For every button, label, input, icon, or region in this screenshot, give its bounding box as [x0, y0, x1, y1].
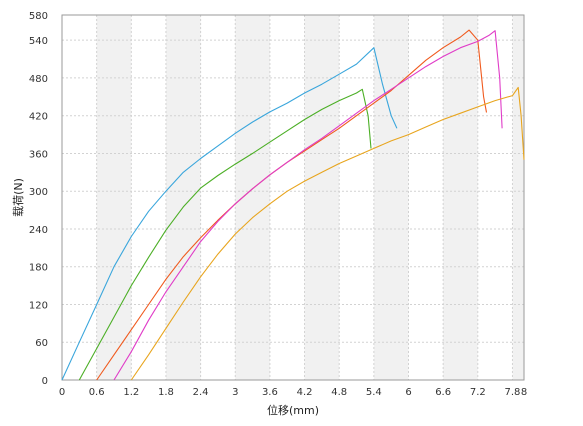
- y-tick-label: 540: [29, 36, 48, 47]
- y-tick-label: 480: [29, 74, 48, 85]
- x-tick-label: 1.8: [158, 387, 174, 398]
- series-line-2: [78, 88, 372, 381]
- x-tick-label: 4.8: [331, 387, 347, 398]
- background-band: [373, 15, 409, 380]
- x-tick-label: 8: [521, 387, 527, 398]
- x-axis-ticks: 0 0.6 1.2 1.8 2.4 3 3.6 4.2 4.8 5.4 6 6.6 7.2 7.8 8: [59, 387, 527, 398]
- y-tick-label: 60: [35, 338, 48, 349]
- y-tick-label: 360: [29, 149, 48, 160]
- series-line-3: [96, 29, 488, 381]
- series-lines: [61, 29, 525, 381]
- plot-area-frame: [61, 14, 525, 381]
- background-band: [443, 15, 478, 380]
- background-band: [304, 15, 340, 380]
- y-tick-label: 240: [29, 225, 48, 236]
- y-tick-label: 300: [29, 187, 48, 198]
- background-band: [235, 15, 270, 380]
- x-tick-label: 5.4: [366, 387, 382, 398]
- x-tick-label: 1.2: [123, 387, 139, 398]
- background-band: [165, 15, 201, 380]
- x-tick-label: 3.6: [262, 387, 278, 398]
- series-line-4: [113, 30, 503, 381]
- x-tick-label: 3: [232, 387, 238, 398]
- background-band: [96, 15, 132, 380]
- background-band: [512, 15, 524, 380]
- x-tick-label: 2.4: [193, 387, 209, 398]
- y-tick-label: 120: [29, 300, 48, 311]
- series-line-1: [61, 47, 398, 381]
- x-tick-label: 7.2: [470, 387, 486, 398]
- x-tick-label: 7.8: [504, 387, 520, 398]
- x-tick-label: 0.6: [89, 387, 105, 398]
- series-line-5: [130, 86, 525, 381]
- y-tick-label: 420: [29, 112, 48, 123]
- y-tick-label: 0: [42, 376, 48, 387]
- background-bands: [62, 15, 524, 380]
- y-tick-label: 580: [29, 11, 48, 22]
- y-tick-label: 180: [29, 263, 48, 274]
- y-axis-ticks: 0 60 120 180 240 300 360 420 480 540 580: [29, 11, 48, 387]
- x-tick-label: 0: [59, 387, 65, 398]
- x-tick-label: 6: [405, 387, 411, 398]
- x-tick-label: 6.6: [435, 387, 451, 398]
- x-tick-label: 4.2: [297, 387, 313, 398]
- x-axis-label: 位移(mm): [267, 403, 319, 417]
- y-axis-label: 载荷(N): [12, 178, 25, 217]
